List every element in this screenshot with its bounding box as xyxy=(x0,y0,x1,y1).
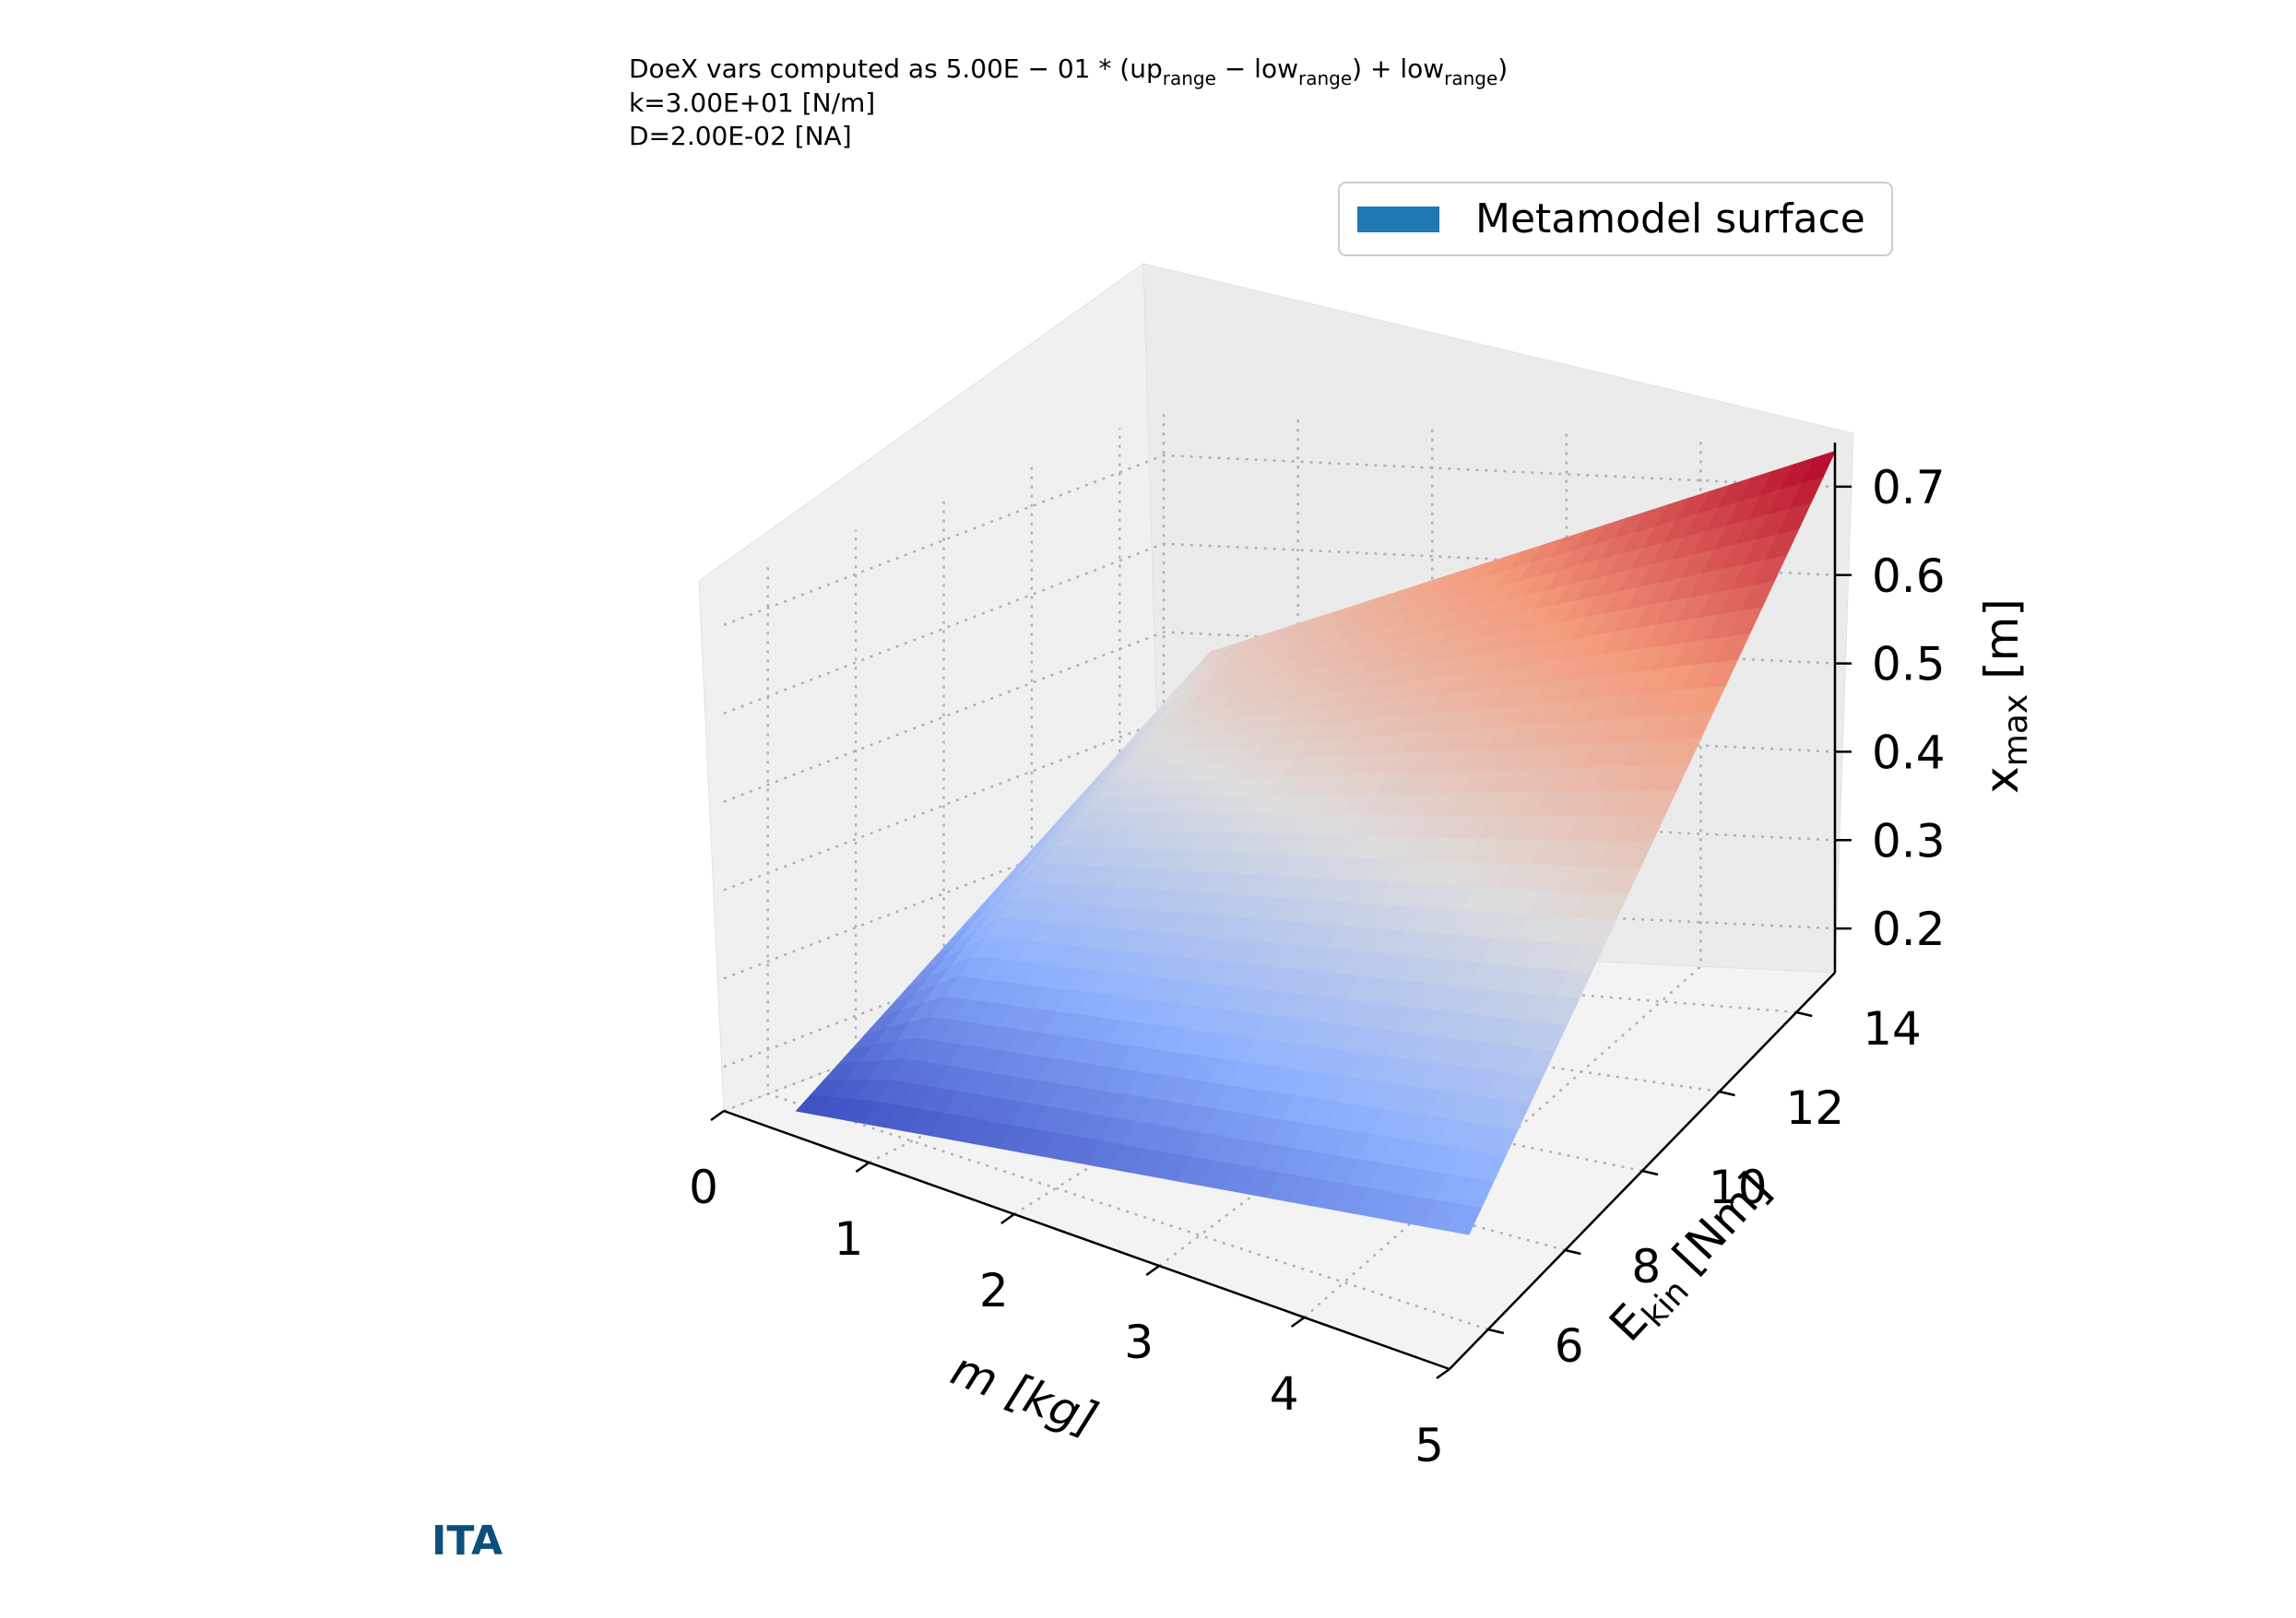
annotation-line-3: D=2.00E-02 [NA] xyxy=(629,121,852,151)
y-tick-mark xyxy=(1565,1248,1581,1256)
z-tick-label: 0.7 xyxy=(1872,461,1946,514)
y-tick-label: 6 xyxy=(1555,1319,1584,1373)
x-tick-label: 4 xyxy=(1270,1367,1299,1421)
legend-label: Metamodel surface xyxy=(1475,195,1865,242)
z-tick-label: 0.3 xyxy=(1872,814,1946,868)
surface-patch xyxy=(1445,1203,1483,1235)
x-tick-label: 5 xyxy=(1414,1419,1444,1472)
z-tick-label: 0.2 xyxy=(1872,903,1946,956)
y-tick-label: 12 xyxy=(1786,1081,1845,1135)
annotation-line-2: k=3.00E+01 [N/m] xyxy=(629,88,875,118)
z-tick-label: 0.6 xyxy=(1872,549,1946,603)
x-tick-label: 1 xyxy=(834,1212,863,1266)
x-tick-label: 2 xyxy=(979,1264,1009,1317)
x-tick-mark xyxy=(855,1161,870,1174)
y-tick-label: 8 xyxy=(1631,1240,1661,1293)
y-tick-mark xyxy=(1719,1090,1735,1097)
x-tick-mark xyxy=(1000,1212,1015,1225)
x-tick-label: 3 xyxy=(1124,1316,1154,1369)
x-axis-line xyxy=(723,1109,1450,1371)
y-gridline xyxy=(766,563,1489,1331)
x-tick-label: 0 xyxy=(689,1161,718,1214)
x-tick-mark xyxy=(710,1109,725,1122)
z-gridline xyxy=(723,542,1836,715)
legend-frame xyxy=(1338,182,1893,256)
x-tick-mark xyxy=(1436,1367,1450,1380)
z-gridline xyxy=(723,454,1836,627)
x-tick-mark xyxy=(1290,1316,1306,1329)
metamodel-surface xyxy=(795,450,1837,1235)
axes-lines xyxy=(710,443,1852,1380)
y-tick-mark xyxy=(1641,1169,1659,1176)
legend-patch xyxy=(1357,207,1439,232)
y-tick-mark xyxy=(1795,1010,1813,1018)
x-tick-mark xyxy=(1145,1264,1160,1277)
legend: Metamodel surface xyxy=(1338,182,1893,256)
annotation-block: DoeX vars computed as 5.00E − 01 * (upra… xyxy=(629,53,1508,151)
y-axis-label: Ekin [Nm] xyxy=(1599,1163,1785,1356)
z-axis-label: xmax [m] xyxy=(1975,598,2035,794)
ita-logo-text: ITA xyxy=(432,1518,503,1565)
y-tick-mark xyxy=(1487,1328,1505,1335)
annotation-line-1: DoeX vars computed as 5.00E − 01 * (upra… xyxy=(629,53,1508,89)
y-tick-label: 10 xyxy=(1709,1161,1768,1214)
x-axis-label: m [kg] xyxy=(944,1342,1105,1447)
z-tick-label: 0.4 xyxy=(1872,726,1946,779)
y-tick-label: 14 xyxy=(1863,1002,1922,1056)
z-tick-label: 0.5 xyxy=(1872,638,1946,691)
z-gridline xyxy=(723,631,1836,803)
